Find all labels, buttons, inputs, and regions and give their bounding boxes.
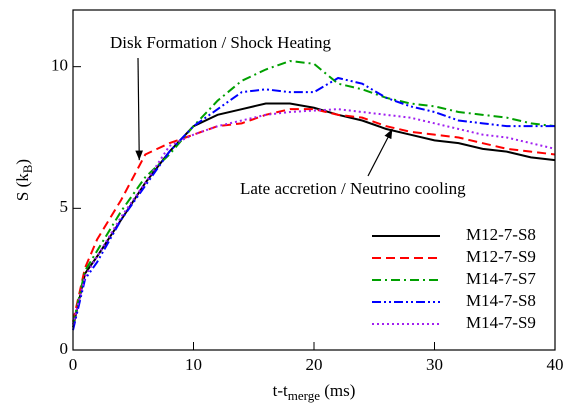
annotation-arrow [367, 128, 393, 177]
y-tick-label: 0 [60, 339, 69, 358]
series-line [72, 108, 556, 322]
legend-label: M14-7-S7 [466, 269, 536, 288]
y-tick-label: 10 [51, 56, 68, 75]
x-tick-label: 0 [69, 355, 78, 374]
y-tick-label: 5 [60, 197, 69, 216]
y-axis-label: S (kB) [13, 159, 35, 201]
series-line [72, 76, 555, 331]
x-tick-label: 40 [547, 355, 564, 374]
plot-frame [72, 9, 556, 351]
legend-label: M12-7-S9 [466, 247, 536, 266]
x-axis-label: t-tmerge (ms) [273, 381, 356, 403]
series-line [72, 59, 556, 325]
annotation: Disk Formation / Shock Heating [110, 33, 331, 52]
legend-label: M12-7-S8 [466, 225, 536, 244]
annotation-arrow [135, 57, 143, 161]
x-tick-label: 10 [185, 355, 202, 374]
x-tick-label: 30 [426, 355, 443, 374]
x-tick-label: 20 [306, 355, 323, 374]
legend-label: M14-7-S9 [466, 313, 536, 332]
series-line [72, 108, 556, 325]
annotation: Late accretion / Neutrino cooling [240, 179, 466, 198]
legend-label: M14-7-S8 [466, 291, 536, 310]
